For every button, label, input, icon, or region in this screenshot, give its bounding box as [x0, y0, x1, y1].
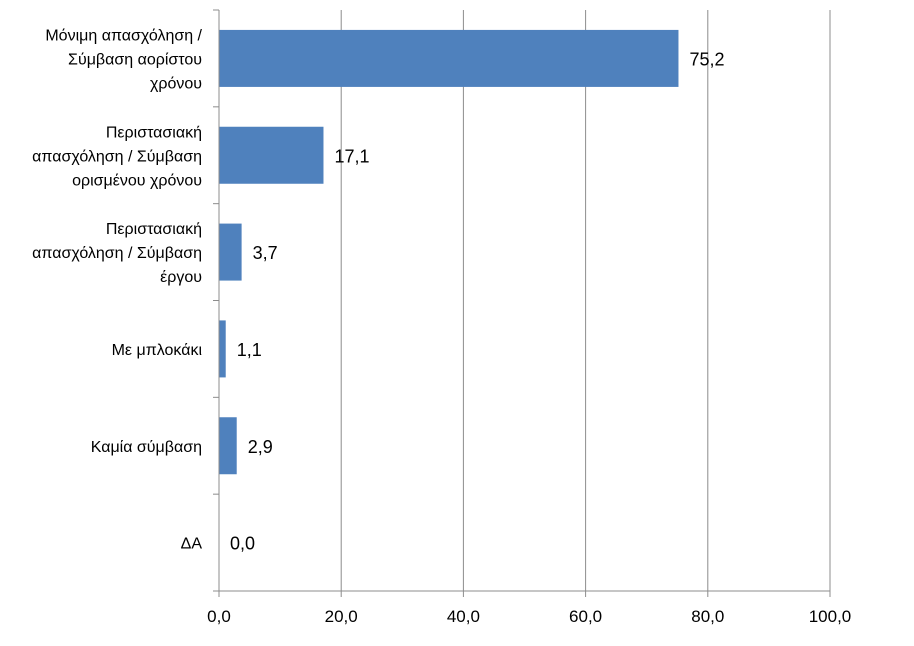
x-tick-label-0: 0,0 — [207, 607, 231, 626]
data-label-0: 75,2 — [689, 49, 724, 69]
data-label-1: 17,1 — [334, 146, 369, 166]
bar-2 — [219, 223, 242, 281]
x-tick-label-4: 80,0 — [691, 607, 724, 626]
x-tick-label-3: 60,0 — [569, 607, 602, 626]
bar-4 — [219, 417, 237, 475]
bar-3 — [219, 320, 226, 378]
category-label-0: Μόνιμη απασχόληση / Σύμβαση αορίστου χρόνο… — [45, 27, 202, 92]
x-tick-label-5: 100,0 — [809, 607, 852, 626]
category-label-3: Με μπλοκάκι — [112, 342, 203, 359]
data-label-4: 2,9 — [248, 437, 273, 457]
category-label-2: Περιστασιακή απασχόληση / Σύμβαση έργου — [32, 221, 202, 286]
bar-0 — [219, 29, 679, 87]
category-label-5: ΔΑ — [181, 536, 203, 553]
bar-1 — [219, 126, 324, 184]
category-label-4: Καμία σύμβαση — [91, 439, 202, 456]
data-label-2: 3,7 — [253, 243, 278, 263]
gridlines — [340, 10, 831, 591]
axes — [213, 9, 831, 597]
labels: 0,0 20,0 40,0 60,0 80,0 100,0 Μόνιμη απασχόλησ… — [32, 27, 851, 626]
x-tick-label-2: 40,0 — [447, 607, 480, 626]
data-label-3: 1,1 — [237, 340, 262, 360]
x-tick-label-1: 20,0 — [325, 607, 358, 626]
category-label-1: Περιστασιακή απασχόληση / Σύμβαση ορισμένο… — [32, 124, 202, 189]
bars — [219, 29, 679, 475]
data-label-5: 0,0 — [230, 534, 255, 554]
